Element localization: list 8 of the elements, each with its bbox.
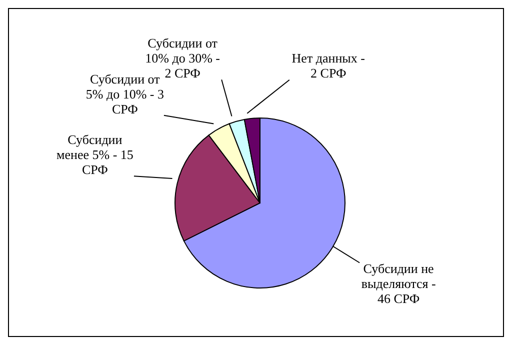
slice-label: Субсидии менее 5% - 15 СРФ bbox=[56, 132, 134, 178]
data-label: 2 СРФ bbox=[164, 66, 200, 81]
data-label: 2 СРФ bbox=[310, 65, 346, 80]
slice-label: Субсидии от 10% до 30% - bbox=[145, 36, 220, 66]
data-label: 46 СРФ bbox=[377, 290, 420, 306]
slice-label: Нет данных - bbox=[292, 50, 365, 66]
slice-label: Субсидии не выделяются - bbox=[361, 260, 436, 291]
slice-label: Субсидии от 5% до 10% - 3 СРФ bbox=[86, 71, 164, 116]
